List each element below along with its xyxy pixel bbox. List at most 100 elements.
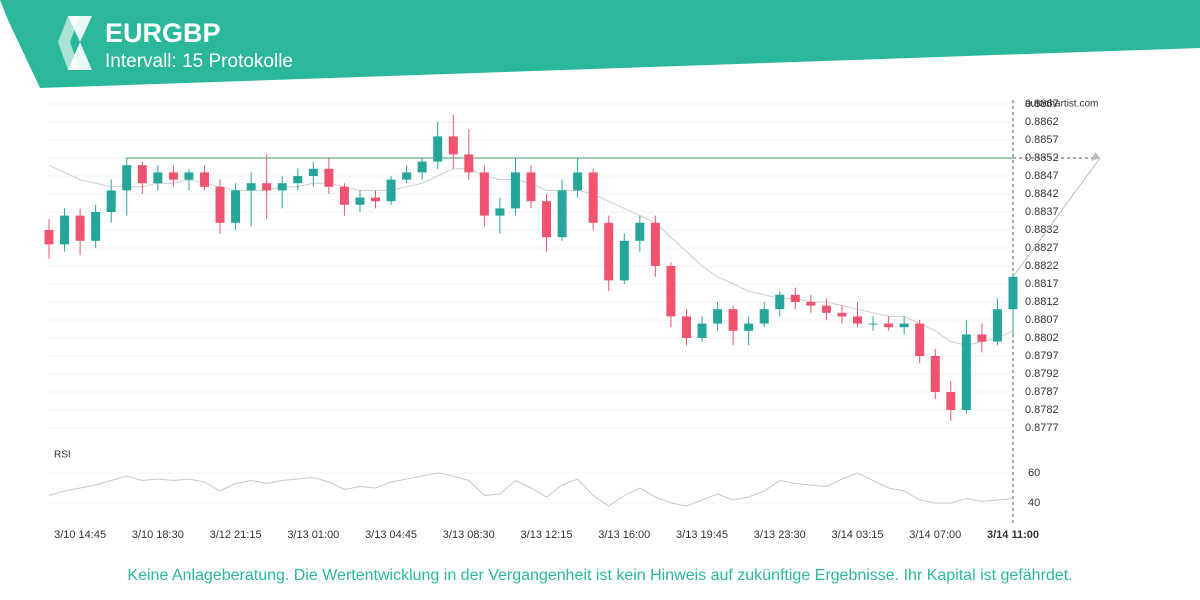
candle-body bbox=[44, 230, 54, 245]
candle-body bbox=[91, 212, 101, 241]
candle-body bbox=[122, 165, 132, 191]
x-tick-label: 3/12 21:15 bbox=[210, 529, 262, 541]
forecast-line bbox=[1012, 157, 1101, 278]
y-tick-label: 0.8842 bbox=[1025, 188, 1059, 200]
candle-body bbox=[262, 183, 272, 191]
candle-body bbox=[417, 161, 427, 173]
y-tick-label: 0.8822 bbox=[1025, 260, 1059, 272]
y-tick-label: 0.8812 bbox=[1025, 296, 1059, 308]
y-tick-label: 0.8807 bbox=[1025, 314, 1059, 326]
y-tick-label: 0.8827 bbox=[1025, 242, 1059, 254]
candle-body bbox=[231, 190, 241, 223]
candle-body bbox=[324, 168, 334, 187]
candle-body bbox=[246, 183, 256, 191]
y-tick-label: 0.8862 bbox=[1025, 116, 1059, 128]
candle-body bbox=[184, 172, 194, 180]
candle-body bbox=[495, 208, 505, 216]
candle-body bbox=[604, 222, 614, 281]
candle-body bbox=[588, 172, 598, 223]
candle-body bbox=[868, 323, 878, 325]
y-tick-label: 0.8782 bbox=[1025, 404, 1059, 416]
candle-body bbox=[526, 172, 536, 202]
x-tick-label: 3/10 14:45 bbox=[54, 529, 106, 541]
rsi-tick-label: 40 bbox=[1028, 497, 1040, 509]
candle-body bbox=[759, 309, 769, 324]
chart-subtitle: Intervall: 15 Protokolle bbox=[105, 51, 293, 72]
x-tick-label: 3/14 07:00 bbox=[909, 529, 961, 541]
y-tick-label: 0.8837 bbox=[1025, 206, 1059, 218]
candle-body bbox=[542, 201, 552, 238]
candle-body bbox=[1008, 276, 1018, 310]
x-tick-label: 3/13 23:30 bbox=[754, 529, 806, 541]
candle-body bbox=[853, 316, 863, 324]
candle-body bbox=[650, 222, 660, 266]
x-tick-label: 3/13 01:00 bbox=[287, 529, 339, 541]
candle-body bbox=[215, 186, 225, 223]
y-tick-label: 0.8832 bbox=[1025, 224, 1059, 236]
y-tick-label: 0.8797 bbox=[1025, 350, 1059, 362]
candle-body bbox=[464, 154, 474, 173]
candle-body bbox=[153, 172, 163, 184]
x-tick-label: 3/13 19:45 bbox=[676, 529, 728, 541]
candle-body bbox=[713, 309, 723, 324]
candle-body bbox=[961, 334, 971, 410]
candle-body bbox=[930, 356, 940, 392]
candle-body bbox=[977, 334, 987, 342]
y-tick-label: 0.8847 bbox=[1025, 170, 1059, 182]
candle-body bbox=[806, 302, 816, 306]
header-band bbox=[0, 0, 1200, 88]
candle-body bbox=[837, 312, 847, 317]
candle-body bbox=[308, 168, 318, 176]
candle-body bbox=[277, 183, 287, 191]
candle-body bbox=[60, 215, 70, 245]
candle-body bbox=[775, 294, 785, 310]
y-tick-label: 0.8867 bbox=[1025, 98, 1059, 110]
x-tick-label: 3/13 16:00 bbox=[598, 529, 650, 541]
candle-body bbox=[479, 172, 489, 216]
candle-body bbox=[915, 323, 925, 356]
candle-body bbox=[666, 266, 676, 317]
y-tick-label: 0.8802 bbox=[1025, 332, 1059, 344]
candle-body bbox=[402, 172, 412, 180]
y-tick-label: 0.8852 bbox=[1025, 152, 1059, 164]
brand: autochartist.com bbox=[1025, 99, 1098, 110]
candle-body bbox=[821, 305, 831, 313]
x-tick-label: 3/13 08:30 bbox=[443, 529, 495, 541]
candle-body bbox=[946, 392, 956, 410]
candle-body bbox=[371, 197, 381, 202]
candle-body bbox=[75, 215, 85, 241]
y-tick-label: 0.8777 bbox=[1025, 422, 1059, 434]
candle-body bbox=[557, 190, 567, 238]
candle-body bbox=[744, 323, 754, 331]
x-tick-label: 3/13 04:45 bbox=[365, 529, 417, 541]
candle-body bbox=[790, 294, 800, 302]
candle-body bbox=[681, 316, 691, 338]
candle-body bbox=[137, 165, 147, 184]
candle-body bbox=[293, 176, 303, 184]
candle-body bbox=[199, 172, 209, 187]
candle-body bbox=[433, 136, 443, 162]
candle-body bbox=[884, 323, 894, 328]
forecast-arrowhead bbox=[1091, 152, 1100, 161]
y-tick-label: 0.8857 bbox=[1025, 134, 1059, 146]
rsi-line bbox=[48, 472, 1014, 507]
candle-body bbox=[339, 186, 349, 205]
x-tick-label: 3/14 11:00 bbox=[987, 529, 1039, 541]
chart-title: EURGBP bbox=[105, 18, 221, 48]
candle-body bbox=[635, 222, 645, 241]
rsi-tick-label: 60 bbox=[1028, 467, 1040, 479]
y-tick-label: 0.8787 bbox=[1025, 386, 1059, 398]
candle-body bbox=[448, 136, 458, 155]
y-tick-label: 0.8817 bbox=[1025, 278, 1059, 290]
rsi-label: RSI bbox=[54, 450, 71, 461]
candle-body bbox=[510, 172, 520, 209]
y-tick-label: 0.8792 bbox=[1025, 368, 1059, 380]
candle-body bbox=[355, 197, 365, 205]
candle-body bbox=[992, 309, 1002, 342]
candle-body bbox=[386, 179, 396, 202]
disclaimer: Keine Anlageberatung. Die Wertentwicklun… bbox=[127, 567, 1072, 584]
candle-body bbox=[899, 323, 909, 328]
x-tick-label: 3/14 03:15 bbox=[832, 529, 884, 541]
x-tick-label: 3/10 18:30 bbox=[132, 529, 184, 541]
